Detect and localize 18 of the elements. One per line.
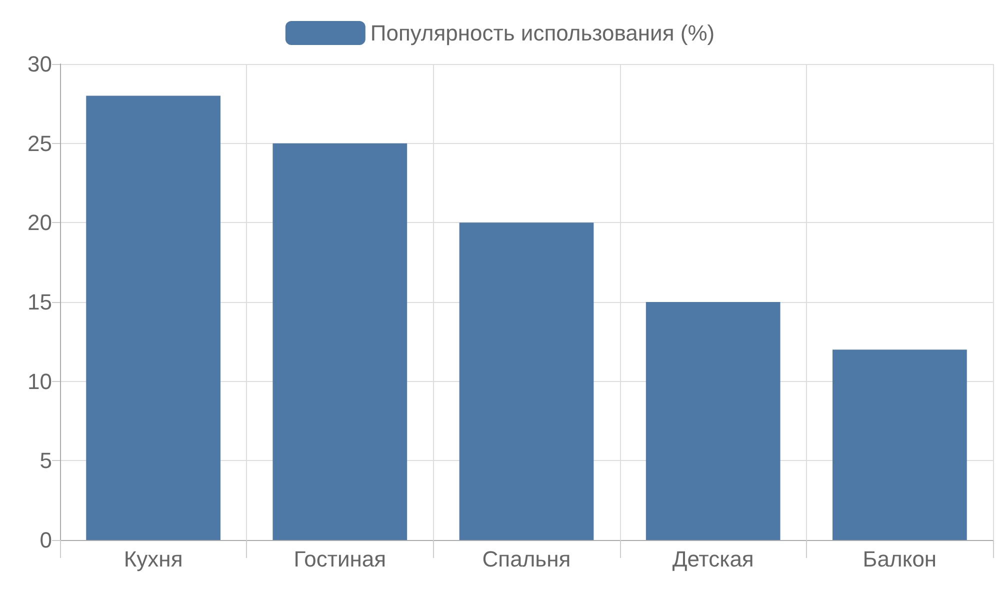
- y-tick-label: 15: [28, 290, 52, 314]
- x-tick-label: Гостиная: [294, 546, 386, 572]
- y-tick-label: 0: [40, 528, 52, 552]
- bar: [459, 222, 594, 540]
- x-tick-label: Кухня: [124, 546, 183, 572]
- x-tick-label: Балкон: [862, 546, 937, 572]
- y-tick-label: 30: [28, 52, 52, 76]
- y-tick-label: 20: [28, 210, 52, 236]
- bar: [832, 350, 967, 540]
- x-tick-label: Детская: [672, 546, 754, 572]
- x-tick-label: Спальня: [482, 546, 571, 572]
- bar: [272, 143, 408, 540]
- y-tick-label: 5: [40, 448, 52, 474]
- y-tick-label: 10: [28, 368, 52, 394]
- bar: [86, 96, 220, 540]
- bar: [646, 302, 780, 540]
- legend-label: Популярность использования (%): [370, 20, 715, 46]
- y-tick-label: 25: [28, 130, 52, 156]
